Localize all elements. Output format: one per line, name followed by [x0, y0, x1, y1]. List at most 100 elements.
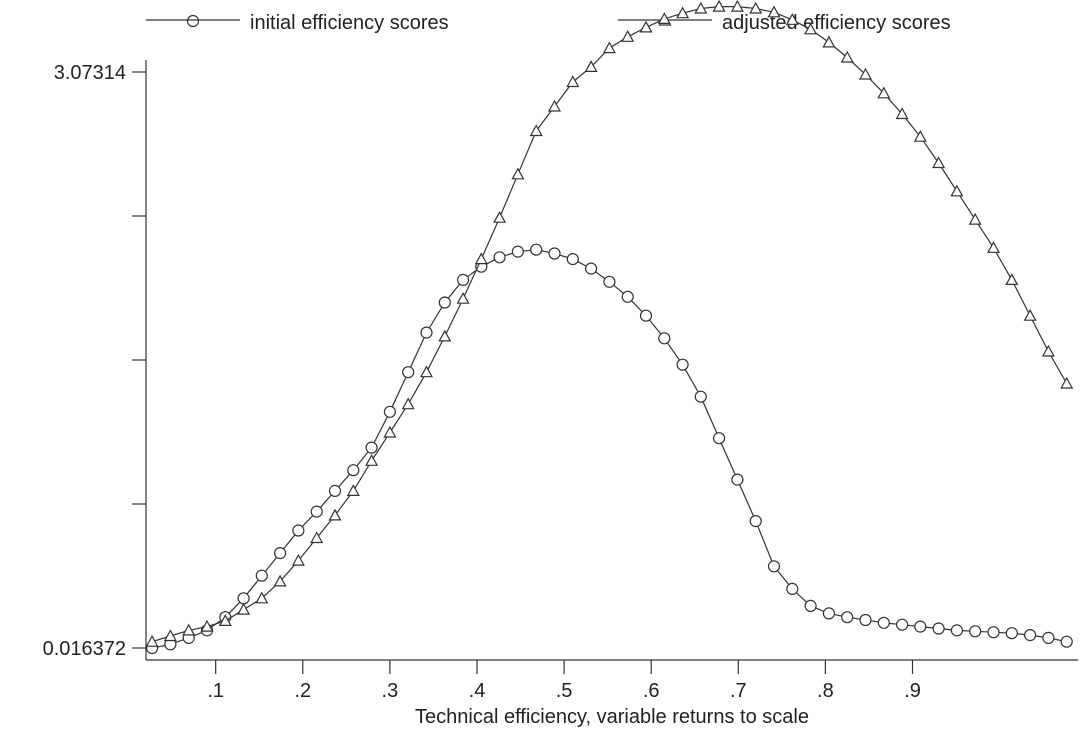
point-1-4 — [218, 614, 232, 627]
point-0-21 — [530, 243, 543, 256]
point-0-39 — [859, 613, 872, 627]
point-0-48 — [1023, 628, 1037, 642]
point-0-20 — [511, 245, 525, 258]
point-1-3 — [200, 619, 214, 632]
point-1-33 — [749, 1, 763, 14]
point-0-43 — [932, 622, 945, 635]
x-tick-label-7: .8 — [817, 680, 834, 702]
y-tick-label-4: 3.07314 — [54, 62, 126, 84]
point-0-34 — [767, 560, 781, 573]
point-0-23 — [566, 253, 579, 266]
point-1-45 — [968, 212, 982, 225]
point-1-25 — [602, 41, 616, 54]
point-0-38 — [841, 611, 854, 624]
point-1-20 — [511, 167, 525, 180]
x-tick-label-4: .5 — [556, 680, 573, 702]
point-0-42 — [914, 620, 927, 633]
x-tick-label-2: .3 — [382, 680, 399, 702]
y-tick-label-0: 0.016372 — [43, 638, 126, 660]
point-1-1 — [163, 629, 177, 642]
point-0-17 — [457, 273, 470, 286]
x-tick-label-5: .6 — [643, 680, 660, 702]
point-1-49 — [1041, 344, 1055, 357]
point-1-42 — [913, 129, 927, 142]
x-axis-title: Technical efficiency, variable returns t… — [415, 706, 809, 728]
point-0-29 — [676, 358, 689, 371]
point-1-10 — [328, 508, 342, 521]
point-1-39 — [858, 67, 873, 80]
point-0-13 — [383, 405, 396, 418]
point-0-7 — [274, 546, 287, 560]
point-1-5 — [237, 602, 251, 615]
point-1-35 — [785, 13, 799, 25]
point-1-34 — [767, 5, 781, 18]
point-1-11 — [346, 484, 360, 496]
point-1-19 — [493, 210, 507, 223]
point-0-33 — [749, 514, 762, 528]
x-axis-ticks: .1 .2 .3 .4 .5 .6 .7 .8 .9 — [207, 660, 921, 702]
series-line-1 — [151, 5, 1068, 643]
point-0-37 — [822, 607, 836, 620]
x-tick-label-6: .7 — [730, 680, 747, 702]
y-axis-ticks: 0.016372 3.07314 — [43, 62, 146, 660]
point-1-15 — [419, 365, 434, 378]
point-1-26 — [621, 30, 635, 42]
legend-label-adjusted: adjusted efficiency scores — [722, 12, 951, 34]
point-0-5 — [237, 592, 250, 605]
point-0-45 — [969, 625, 982, 638]
point-1-16 — [438, 329, 452, 342]
point-0-46 — [987, 626, 1000, 639]
point-0-40 — [877, 616, 890, 629]
point-1-41 — [895, 107, 909, 120]
point-0-9 — [310, 505, 323, 518]
point-0-47 — [1005, 627, 1018, 640]
point-1-14 — [401, 397, 415, 410]
point-0-22 — [548, 247, 561, 260]
point-1-32 — [730, 0, 744, 12]
point-1-2 — [182, 623, 196, 636]
point-1-40 — [877, 86, 891, 99]
x-tick-label-3: .4 — [469, 680, 486, 702]
point-1-22 — [547, 99, 562, 112]
point-1-48 — [1023, 308, 1037, 321]
point-1-47 — [1005, 273, 1019, 285]
point-1-28 — [657, 12, 671, 24]
point-1-50 — [1060, 376, 1074, 389]
point-1-21 — [529, 124, 543, 137]
point-1-27 — [639, 20, 653, 33]
point-0-31 — [712, 432, 726, 445]
point-1-18 — [474, 252, 488, 265]
point-1-43 — [932, 156, 946, 169]
point-1-8 — [291, 553, 305, 566]
point-0-8 — [292, 524, 305, 537]
point-0-10 — [328, 484, 342, 497]
point-0-36 — [804, 599, 817, 613]
point-0-16 — [438, 296, 451, 309]
point-0-12 — [365, 441, 378, 454]
point-1-36 — [804, 22, 818, 35]
point-0-41 — [895, 618, 909, 631]
point-1-9 — [310, 531, 324, 544]
point-1-30 — [694, 1, 708, 14]
point-1-46 — [986, 241, 1001, 253]
point-0-11 — [347, 464, 360, 477]
point-0-6 — [255, 569, 268, 582]
point-1-0 — [145, 634, 159, 647]
x-tick-label-8: .9 — [904, 680, 921, 702]
axes — [145, 60, 1078, 661]
point-0-44 — [950, 624, 964, 637]
point-0-32 — [731, 473, 744, 486]
point-1-37 — [822, 35, 836, 48]
point-1-38 — [840, 50, 854, 63]
legend: initial efficiency scores adjusted effic… — [146, 12, 951, 34]
point-1-7 — [273, 574, 287, 587]
point-1-12 — [365, 454, 379, 466]
point-1-13 — [383, 425, 397, 438]
x-tick-label-0: .1 — [207, 680, 224, 702]
point-0-19 — [493, 251, 506, 264]
legend-label-initial: initial efficiency scores — [250, 12, 449, 34]
point-1-29 — [676, 6, 690, 19]
point-1-44 — [950, 184, 964, 197]
point-1-23 — [566, 75, 580, 88]
